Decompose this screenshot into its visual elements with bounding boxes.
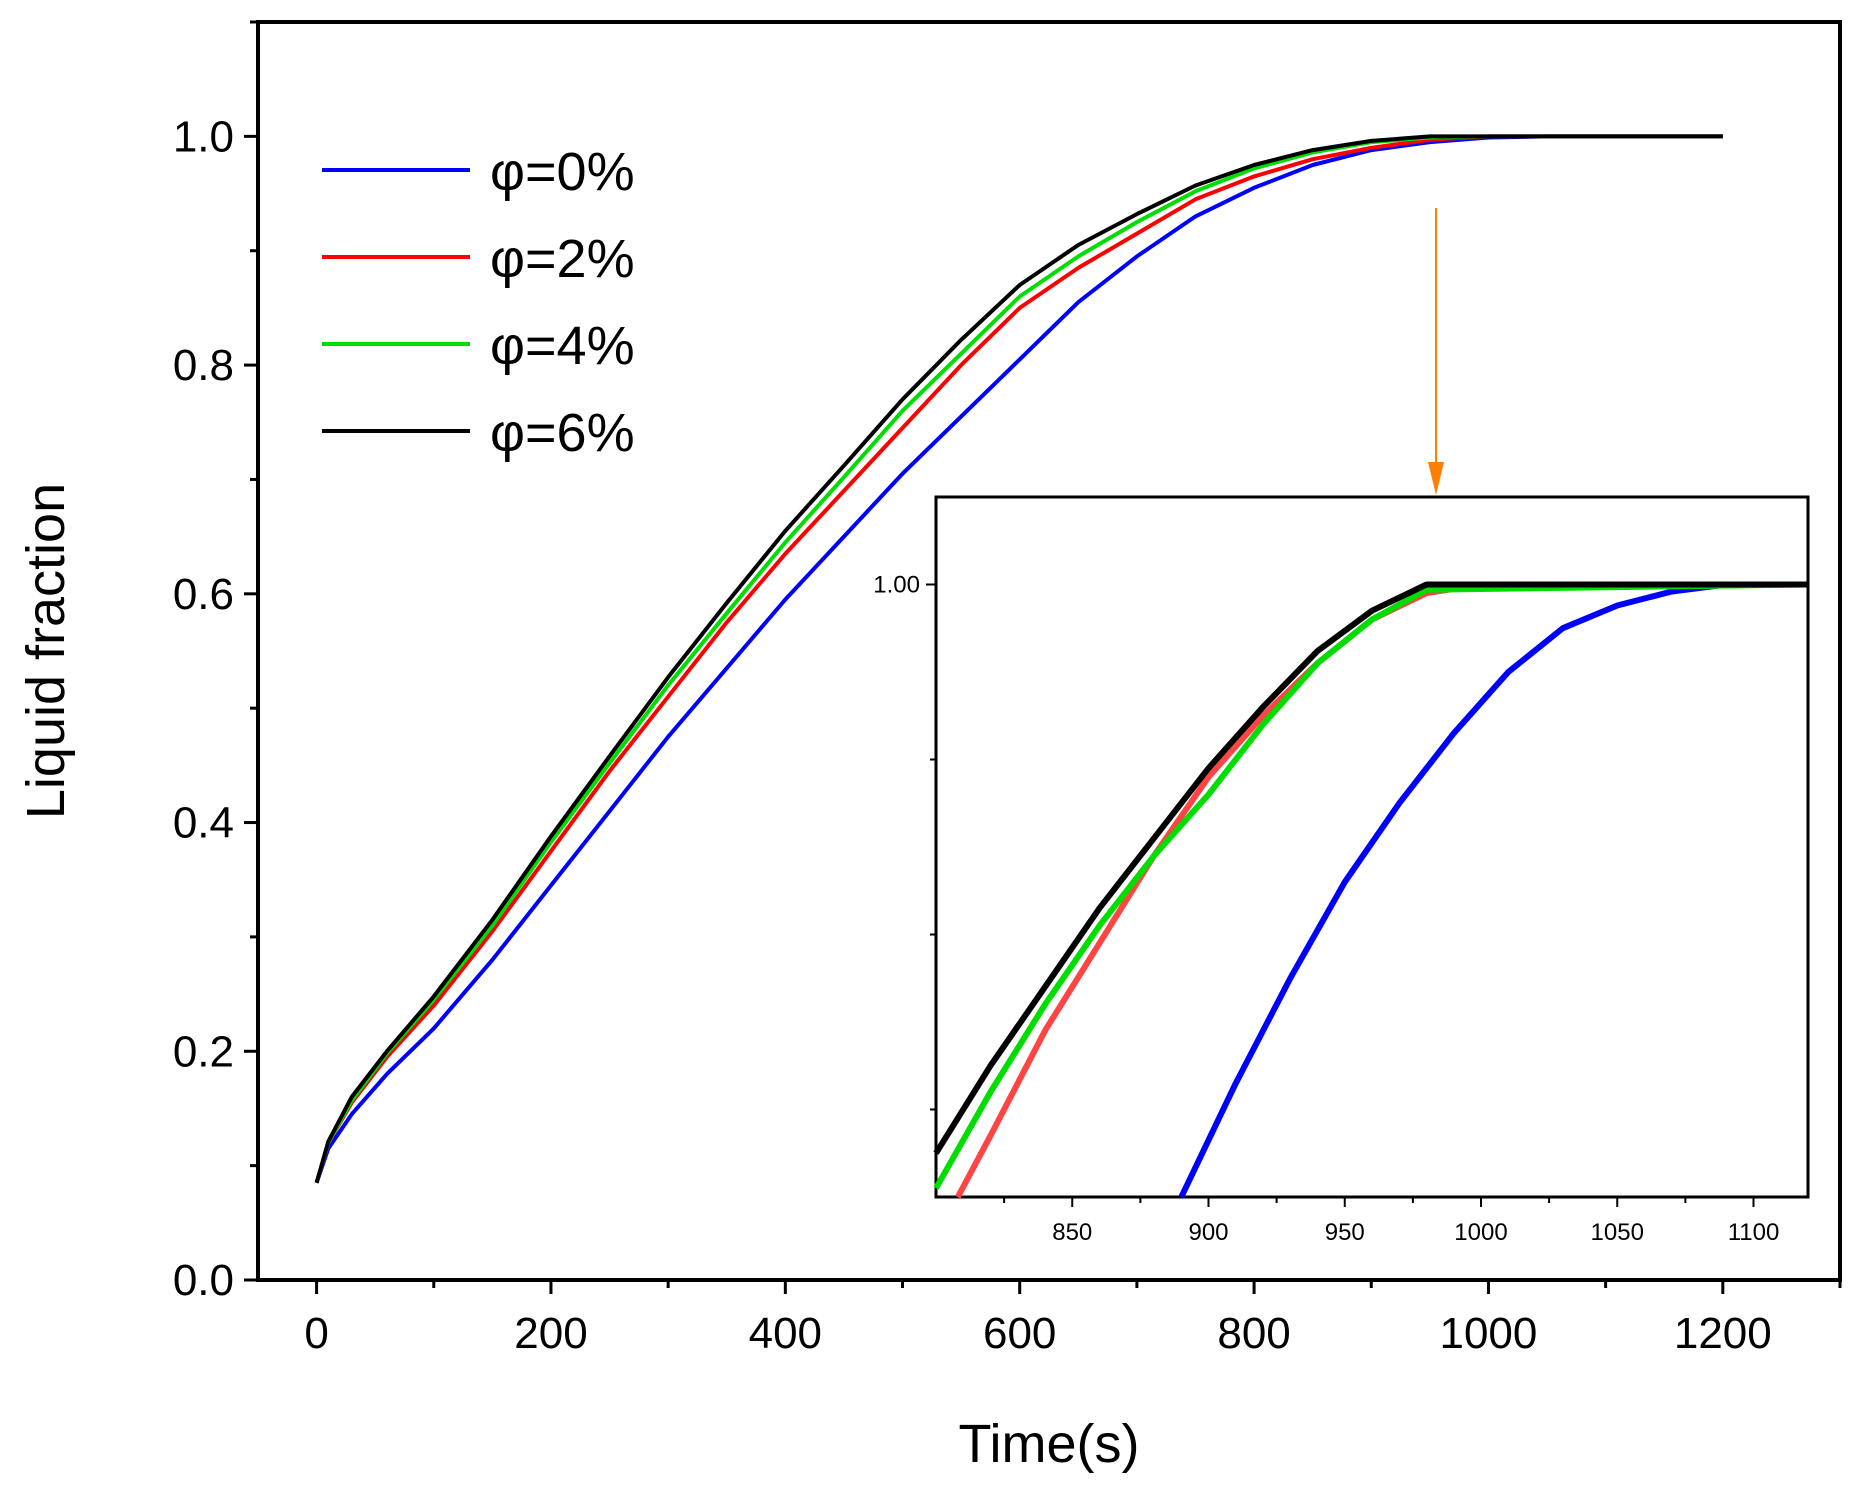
- y-tick-label: 0.2: [173, 1027, 234, 1076]
- legend: φ=0% φ=2% φ=4% φ=6%: [322, 142, 635, 463]
- x-tick-label: 400: [749, 1309, 822, 1358]
- inset-x-tick-label: 850: [1052, 1219, 1092, 1246]
- zoom-arrow: [1428, 208, 1444, 495]
- inset-ticks: 850 900 950 1000 1050 1100 1.00: [873, 572, 1779, 1247]
- x-tick-label: 1000: [1439, 1309, 1537, 1358]
- x-tick-label: 600: [983, 1309, 1056, 1358]
- x-tick-label: 800: [1217, 1309, 1290, 1358]
- y-axis-title: Liquid fraction: [16, 483, 76, 819]
- x-axis-title: Time(s): [959, 1414, 1140, 1474]
- inset-series-line-φ=6%: [933, 581, 1808, 1155]
- legend-label: φ=2%: [490, 229, 635, 289]
- main-x-ticks: 0 200 400 600 800 1000 1200: [304, 1280, 1842, 1358]
- y-tick-label: 0.6: [173, 570, 234, 619]
- inset-x-tick-label: 1100: [1728, 1219, 1780, 1246]
- x-tick-label: 1200: [1674, 1309, 1772, 1358]
- x-tick-label: 200: [514, 1309, 587, 1358]
- series-line-φ=6%: [314, 134, 1723, 1184]
- inset-series-lines: [933, 581, 1809, 1199]
- legend-label: φ=4%: [490, 316, 635, 376]
- main-series-lines: [314, 134, 1723, 1184]
- main-plot-frame: [256, 20, 1842, 1282]
- inset-series-line-φ=0%: [1178, 581, 1808, 1199]
- y-tick-label: 0.0: [173, 1256, 234, 1305]
- y-tick-label: 0.4: [173, 799, 234, 848]
- inset-series-line-φ=4%: [933, 581, 1809, 1190]
- legend-label: φ=0%: [490, 142, 635, 202]
- main-y-ticks: 0.0 0.2 0.4 0.6 0.8 1.0: [173, 20, 258, 1305]
- inset-y-tick-label: 1.00: [873, 572, 920, 599]
- y-tick-label: 1.0: [173, 112, 234, 161]
- legend-label: φ=6%: [490, 403, 635, 463]
- inset-x-tick-label: 1050: [1591, 1219, 1644, 1246]
- x-tick-label: 0: [304, 1309, 328, 1358]
- arrow-head: [1428, 462, 1444, 495]
- inset-x-tick-label: 900: [1188, 1219, 1228, 1246]
- y-tick-label: 0.8: [173, 341, 234, 390]
- inset-x-tick-label: 950: [1325, 1219, 1365, 1246]
- inset-x-tick-label: 1000: [1454, 1219, 1507, 1246]
